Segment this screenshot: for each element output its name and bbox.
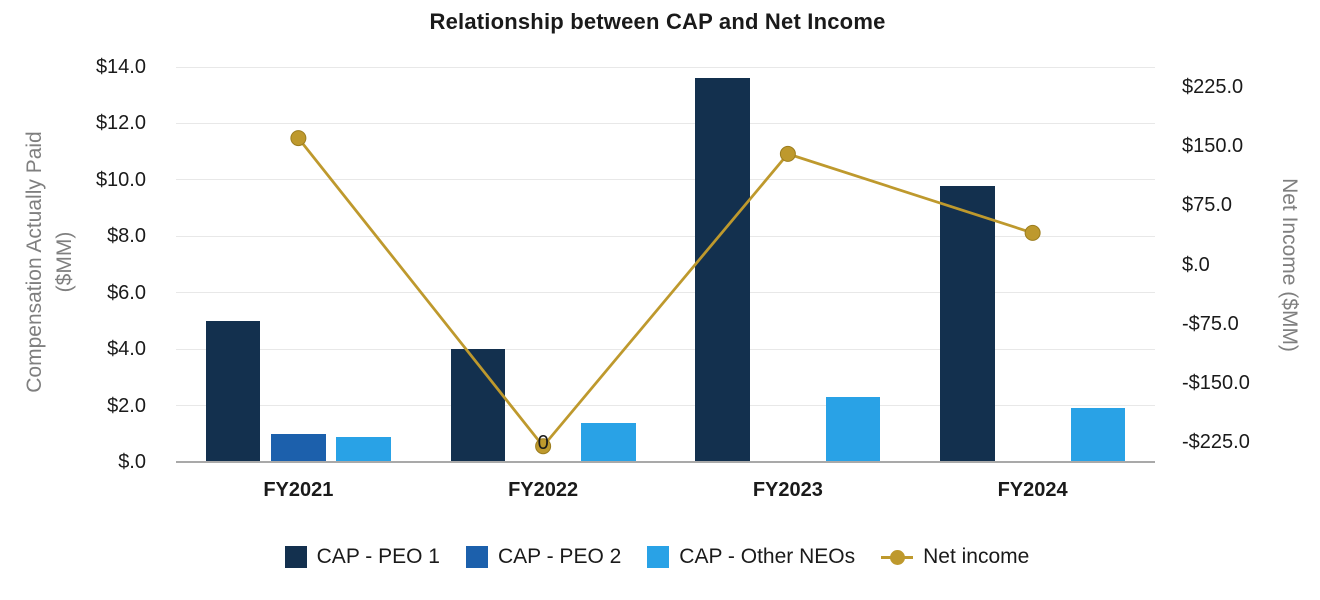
- zero-data-label: 0: [537, 432, 549, 454]
- right-axis-tick-label: $225.0: [1182, 75, 1244, 98]
- left-axis-tick-label: $12.0: [95, 112, 146, 135]
- bar-cap-peo-1: [695, 78, 750, 462]
- x-category-label: FY2023: [752, 479, 823, 501]
- legend-item-cap-peo-1: CAP - PEO 1: [284, 545, 440, 569]
- bar-cap-other-neos: [1070, 408, 1126, 462]
- legend-label: Net income: [923, 545, 1030, 568]
- legend-label: CAP - Other NEOs: [679, 545, 856, 568]
- net-income-marker: [290, 130, 307, 147]
- left-axis-tick-label: $4.0: [107, 338, 146, 361]
- legend-swatch: [647, 546, 670, 568]
- gridline: [176, 405, 1155, 407]
- bar-cap-other-neos: [336, 436, 391, 462]
- x-category-label: FY2021: [263, 479, 334, 501]
- bar-cap-other-neos: [581, 422, 636, 462]
- x-category-label: FY2024: [997, 479, 1068, 501]
- right-axis-tick-label: -$150.0: [1182, 372, 1250, 394]
- left-axis-tick-label: $6.0: [107, 281, 146, 304]
- right-axis-tick-label: $.0: [1182, 253, 1210, 276]
- gridline: [176, 292, 1155, 294]
- left-axis-tick-label: $2.0: [107, 394, 146, 417]
- gridline: [176, 66, 1155, 68]
- legend-swatch: [465, 546, 488, 568]
- x-category-label: FY2022: [508, 479, 579, 501]
- legend-item-cap-other-neos: CAP - Other NEOs: [647, 545, 855, 569]
- chart-title: Relationship between CAP and Net Income: [429, 9, 886, 34]
- legend-item-cap-peo-2: CAP - PEO 2: [465, 545, 622, 569]
- legend-item-net-income: Net income: [881, 545, 1029, 569]
- gridline: [176, 235, 1155, 237]
- legend-label: CAP - PEO 2: [497, 545, 622, 568]
- bar-cap-peo-1: [940, 185, 995, 462]
- legend: CAP - PEO 1 CAP - PEO 2 CAP - Other NEOs Ne…: [0, 545, 1314, 569]
- gridline: [176, 348, 1155, 350]
- legend-line-dot: [889, 549, 905, 565]
- left-axis-tick-label: $8.0: [107, 225, 146, 248]
- x-axis-line: [176, 461, 1155, 463]
- bar-cap-other-neos: [825, 397, 881, 462]
- legend-label: CAP - PEO 1: [316, 545, 440, 568]
- bar-cap-peo-1: [450, 349, 506, 462]
- left-axis-tick-label: $.0: [118, 451, 146, 473]
- gridline: [176, 179, 1155, 181]
- left-axis-tick-label: $14.0: [95, 56, 146, 78]
- right-axis-tick-label: -$225.0: [1182, 431, 1250, 454]
- right-axis-tick-label: $75.0: [1182, 194, 1233, 217]
- bar-cap-peo-1: [205, 320, 261, 462]
- right-axis-tick-label: $150.0: [1182, 135, 1244, 157]
- net-income-marker: [1024, 224, 1041, 241]
- gridline: [176, 122, 1155, 124]
- legend-line-swatch: [881, 549, 914, 565]
- left-axis-tick-label: $10.0: [95, 168, 146, 191]
- right-axis-tick-label: -$75.0: [1182, 312, 1239, 335]
- bar-cap-peo-2: [271, 433, 326, 462]
- right-axis-title: Net Income ($MM): [1278, 178, 1301, 352]
- legend-swatch: [284, 546, 307, 568]
- net-income-marker: [779, 145, 796, 162]
